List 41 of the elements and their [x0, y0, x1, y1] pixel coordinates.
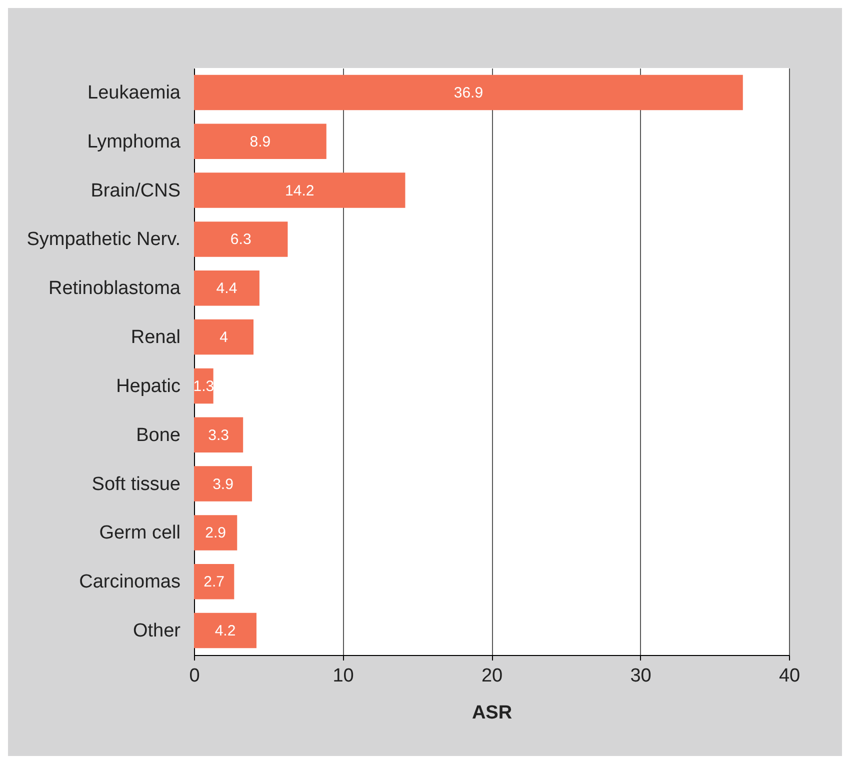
y-tick-label: Renal	[130, 327, 180, 348]
bar	[194, 466, 252, 502]
data-label: 4.4	[216, 280, 238, 298]
bar	[194, 515, 238, 550]
y-tick-label: Soft tissue	[92, 474, 180, 495]
bar	[194, 74, 743, 110]
y-tick-label: Hepatic	[116, 376, 180, 397]
y-tick-label: Brain/CNS	[90, 180, 180, 202]
y-tick-label: Leukaemia	[88, 82, 181, 104]
data-label: 8.9	[250, 133, 271, 150]
bar	[194, 612, 256, 648]
data-label: 1.3	[193, 378, 214, 395]
y-tick-label: Retinoblastoma	[48, 278, 181, 300]
bar	[194, 564, 234, 600]
y-tick-label: Bone	[136, 424, 180, 446]
data-label: 2.7	[204, 574, 225, 591]
bar	[194, 417, 244, 452]
x-axis-title: ASR	[472, 702, 512, 724]
y-tick-label: Other	[132, 620, 182, 642]
bar	[194, 270, 260, 306]
data-label: 4.2	[214, 622, 236, 640]
x-tick-label: 20	[481, 666, 503, 686]
data-label: 2.9	[205, 524, 226, 542]
bar	[194, 124, 326, 159]
x-tick-label: 40	[778, 666, 800, 686]
y-tick-label: Germ cell	[99, 522, 180, 544]
data-label: 3.9	[212, 476, 234, 493]
y-tick-label: Lymphoma	[87, 131, 181, 152]
bar	[194, 172, 406, 208]
x-tick-label: 30	[630, 666, 652, 686]
x-tick-label: 0	[189, 666, 200, 686]
y-tick-label: Sympathetic Nerv.	[26, 229, 180, 250]
data-label: 6.3	[230, 231, 252, 248]
data-label: 4	[220, 329, 228, 346]
x-tick-label: 10	[332, 666, 354, 686]
data-label: 36.9	[454, 84, 484, 102]
bar	[194, 222, 288, 257]
y-tick-label: Carcinomas	[79, 572, 180, 593]
data-label: 3.3	[208, 426, 229, 444]
bar	[194, 319, 254, 355]
data-label: 14.2	[285, 182, 314, 200]
